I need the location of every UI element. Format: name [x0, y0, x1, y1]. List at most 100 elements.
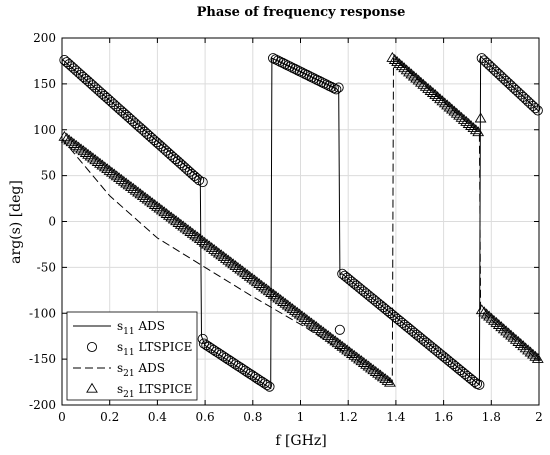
- marker-triangle: [469, 124, 482, 135]
- marker-triangle: [298, 312, 311, 323]
- marker-triangle: [96, 159, 109, 170]
- marker-circle: [334, 324, 345, 335]
- marker-triangle: [86, 382, 98, 393]
- x-tick-label: 1.6: [434, 410, 453, 424]
- marker-triangle: [212, 247, 225, 258]
- marker-triangle: [220, 252, 232, 263]
- marker-triangle: [184, 225, 197, 236]
- x-tick-label: 0.6: [196, 410, 215, 424]
- marker-triangle: [475, 304, 488, 315]
- marker-triangle: [429, 89, 442, 100]
- marker-triangle: [84, 150, 97, 161]
- marker-triangle: [502, 327, 515, 338]
- marker-triangle: [443, 101, 456, 112]
- marker-triangle: [203, 240, 216, 251]
- marker-triangle: [265, 286, 278, 297]
- marker-triangle: [155, 204, 168, 215]
- marker-triangle: [329, 335, 342, 346]
- marker-circle: [532, 105, 543, 116]
- marker-triangle: [495, 321, 508, 332]
- marker-triangle: [215, 249, 228, 260]
- marker-triangle: [165, 211, 178, 222]
- marker-triangle: [98, 161, 111, 172]
- marker-triangle: [196, 234, 209, 245]
- marker-triangle: [334, 339, 346, 349]
- marker-triangle: [125, 181, 137, 192]
- x-tick-label: 1.8: [482, 410, 501, 424]
- marker-triangle: [296, 310, 308, 321]
- marker-triangle: [148, 199, 161, 209]
- marker-triangle: [338, 342, 351, 353]
- marker-circle: [240, 365, 251, 376]
- marker-circle: [215, 349, 226, 360]
- marker-triangle: [246, 272, 258, 283]
- marker-circle: [474, 379, 485, 390]
- marker-triangle: [274, 294, 287, 305]
- marker-triangle: [343, 346, 356, 357]
- marker-triangle: [350, 351, 363, 362]
- marker-triangle: [465, 120, 477, 130]
- marker-triangle: [386, 51, 399, 62]
- marker-triangle: [441, 99, 454, 110]
- marker-triangle: [310, 321, 323, 332]
- marker-triangle: [210, 245, 223, 256]
- marker-triangle: [75, 143, 87, 154]
- marker-circle: [262, 380, 273, 391]
- y-axis-label: arg(s) [deg]: [8, 180, 24, 264]
- marker-triangle: [113, 172, 125, 183]
- marker-triangle: [417, 78, 430, 89]
- marker-triangle: [517, 340, 530, 351]
- marker-triangle: [467, 122, 480, 133]
- y-tick-label: -100: [29, 306, 56, 320]
- legend-entry: s11 LTSPICE: [86, 340, 192, 358]
- marker-circle: [211, 346, 222, 357]
- marker-triangle: [315, 324, 327, 335]
- marker-triangle: [267, 288, 280, 299]
- legend: s11 ADS s11 LTSPICE s21 ADS s21 LTSPICE: [66, 311, 198, 401]
- series-layer: [61, 55, 540, 390]
- marker-triangle: [472, 126, 485, 137]
- marker-triangle: [182, 224, 194, 235]
- x-tick-label: 1.4: [386, 410, 405, 424]
- marker-triangle: [144, 195, 156, 206]
- x-tick-label: 0.2: [100, 410, 119, 424]
- marker-triangle: [388, 53, 401, 64]
- marker-triangle: [448, 105, 461, 116]
- marker-triangle: [60, 132, 73, 143]
- marker-triangle: [365, 362, 377, 373]
- marker-triangle: [208, 243, 220, 254]
- marker-triangle: [129, 184, 142, 195]
- marker-triangle: [258, 281, 270, 292]
- y-tick-label: -200: [29, 398, 56, 412]
- marker-triangle: [524, 346, 537, 357]
- marker-circle: [259, 378, 270, 389]
- marker-triangle: [312, 322, 325, 333]
- y-tick-label: 150: [33, 77, 56, 91]
- legend-label: s11 ADS: [117, 319, 165, 337]
- marker-triangle: [341, 344, 354, 355]
- marker-triangle: [229, 260, 242, 271]
- marker-triangle: [367, 364, 380, 375]
- marker-triangle: [94, 157, 106, 168]
- marker-triangle: [120, 177, 133, 188]
- marker-triangle: [167, 213, 180, 224]
- marker-circle: [203, 341, 214, 352]
- marker-triangle: [217, 251, 230, 262]
- marker-triangle: [134, 188, 147, 199]
- marker-triangle: [407, 70, 420, 81]
- marker-triangle: [405, 68, 418, 79]
- marker-triangle: [531, 352, 544, 363]
- x-tick-label: 1: [297, 410, 305, 424]
- legend-label: s21 ADS: [117, 361, 165, 379]
- marker-triangle: [101, 163, 114, 174]
- marker-circle: [197, 176, 208, 188]
- x-ticks: 0 0.2 0.4 0.6 0.8 1 1.2 1.4 1.6 1.8 2: [58, 38, 543, 424]
- marker-triangle: [485, 312, 498, 323]
- marker-circle: [237, 364, 248, 375]
- y-tick-label: 50: [41, 169, 56, 183]
- x-tick-label: 0.4: [148, 410, 167, 424]
- marker-circle: [235, 362, 246, 373]
- marker-triangle: [398, 62, 411, 73]
- marker-circle: [198, 338, 209, 349]
